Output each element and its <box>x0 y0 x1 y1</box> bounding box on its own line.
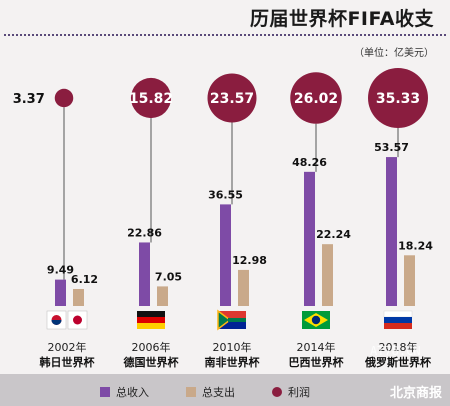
flag-brazil-globe <box>311 315 321 325</box>
title-divider <box>4 34 446 36</box>
data-label-profit: 26.02 <box>294 91 338 107</box>
flag-germany-stripe-black <box>137 311 165 317</box>
watermark-source: 北京商报 <box>389 386 442 401</box>
legend-swatch-revenue <box>100 387 110 397</box>
data-label-expense: 6.12 <box>71 273 98 286</box>
data-label-revenue: 36.55 <box>208 188 243 201</box>
data-label-profit: 23.57 <box>210 91 254 107</box>
legend-swatch-profit <box>272 387 282 397</box>
unit-label: （单位：亿美元） <box>354 48 434 59</box>
flag-russia-white <box>383 310 413 318</box>
data-label-revenue: 53.57 <box>374 141 409 154</box>
tick-label-name: 南非世界杯 <box>205 355 261 369</box>
data-label-profit: 35.33 <box>376 91 420 107</box>
tick-label-year: 2002年 <box>48 340 87 354</box>
legend-label-revenue: 总收入 <box>116 386 149 399</box>
tick-label-name: 俄罗斯世界杯 <box>364 355 432 369</box>
data-label-profit: 15.82 <box>129 91 173 107</box>
data-label-revenue: 48.26 <box>292 156 327 169</box>
profit-bubble <box>54 88 74 108</box>
flag-korea-emblem-blue <box>51 320 62 325</box>
data-label-revenue: 22.86 <box>127 226 162 239</box>
watermark-site: AT78.CN <box>370 344 421 358</box>
bar-revenue <box>139 242 150 306</box>
flag-russia-blue <box>384 317 412 323</box>
legend-label-profit: 利润 <box>288 386 310 399</box>
profit-bubble <box>290 72 342 124</box>
legend-label-expense: 总支出 <box>202 386 235 399</box>
flag-germany-stripe-gold <box>137 323 165 329</box>
data-label-profit: 3.37 <box>13 92 45 107</box>
legend-item-revenue: 总收入 <box>100 384 149 400</box>
legend-item-profit: 利润 <box>272 384 310 400</box>
profit-bubble <box>368 68 428 128</box>
legend: 总收入 总支出 利润 <box>0 374 450 406</box>
legend-swatch-expense <box>186 387 196 397</box>
bar-expense <box>404 255 415 306</box>
tick-label-name: 德国世界杯 <box>123 355 180 369</box>
tick-label-year: 2014年 <box>297 340 336 354</box>
data-label-expense: 12.98 <box>232 254 267 267</box>
flag-south-africa-chevron <box>217 309 232 331</box>
bar-revenue <box>220 204 231 306</box>
tick-label-year: 2006年 <box>132 340 171 354</box>
bar-expense <box>322 244 333 306</box>
flag-japan-emblem <box>73 315 82 325</box>
flag-germany-stripe-red <box>137 317 165 323</box>
bar-revenue <box>304 171 315 306</box>
profit-bubble <box>130 77 172 119</box>
flag-south-africa-red <box>218 311 246 320</box>
profit-bubble <box>207 73 257 123</box>
flag-south-africa-band <box>228 318 246 322</box>
data-label-expense: 22.24 <box>316 228 351 241</box>
bar-revenue <box>386 157 397 306</box>
flag-russia-red <box>384 323 412 329</box>
bar-revenue <box>55 279 66 306</box>
tick-label-year: 2018年 <box>379 340 418 354</box>
bar-expense <box>238 269 249 306</box>
data-label-revenue: 9.49 <box>47 264 74 277</box>
data-label-expense: 7.05 <box>155 270 182 283</box>
flag-south-africa-blue <box>218 320 246 329</box>
tick-label-year: 2010年 <box>213 340 252 354</box>
tick-label-name: 韩日世界杯 <box>40 355 96 369</box>
tick-label-name: 巴西世界杯 <box>289 355 345 369</box>
page-title: 历届世界杯FIFA收支 <box>249 8 434 30</box>
bar-expense <box>157 286 168 306</box>
data-label-expense: 18.24 <box>398 239 433 252</box>
bar-expense <box>73 288 84 306</box>
legend-item-expense: 总支出 <box>186 384 235 400</box>
